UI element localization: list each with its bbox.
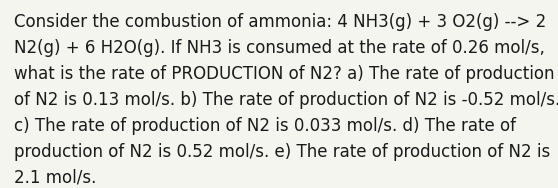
Text: of N2 is 0.13 mol/s. b) The rate of production of N2 is -0.52 mol/s.: of N2 is 0.13 mol/s. b) The rate of prod… xyxy=(15,91,558,109)
Text: c) The rate of production of N2 is 0.033 mol/s. d) The rate of: c) The rate of production of N2 is 0.033… xyxy=(15,117,517,135)
Text: 2.1 mol/s.: 2.1 mol/s. xyxy=(15,169,97,187)
Text: production of N2 is 0.52 mol/s. e) The rate of production of N2 is: production of N2 is 0.52 mol/s. e) The r… xyxy=(15,143,551,161)
Text: what is the rate of PRODUCTION of N2? a) The rate of production: what is the rate of PRODUCTION of N2? a)… xyxy=(15,65,555,83)
Text: N2(g) + 6 H2O(g). If NH3 is consumed at the rate of 0.26 mol/s,: N2(g) + 6 H2O(g). If NH3 is consumed at … xyxy=(15,39,545,57)
Text: Consider the combustion of ammonia: 4 NH3(g) + 3 O2(g) --> 2: Consider the combustion of ammonia: 4 NH… xyxy=(15,13,547,31)
